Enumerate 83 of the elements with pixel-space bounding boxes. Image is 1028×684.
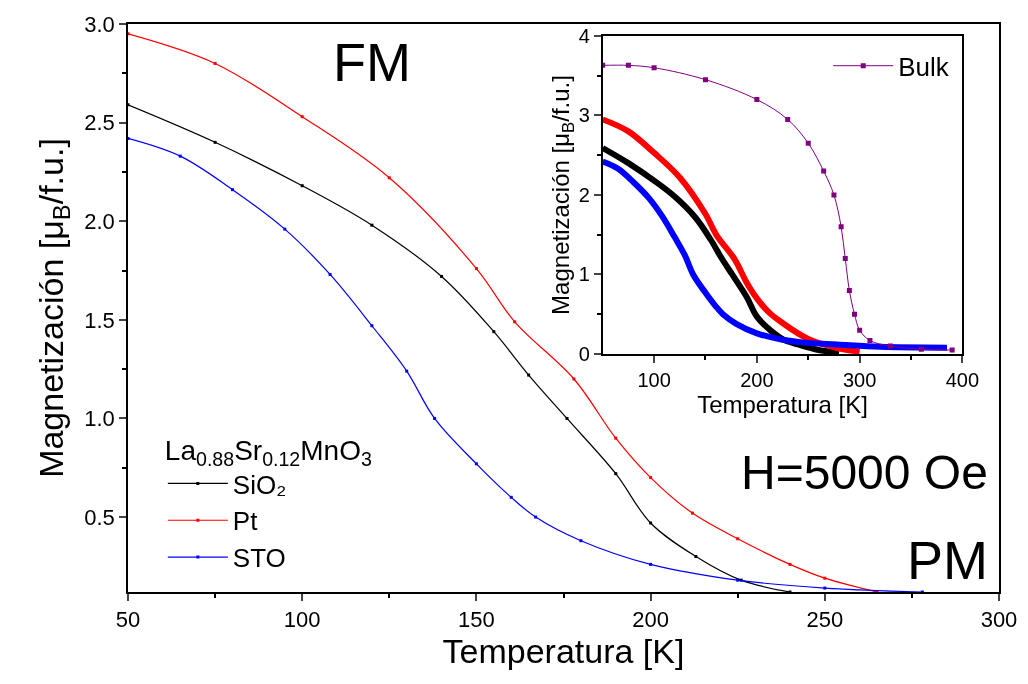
point bbox=[534, 515, 538, 519]
point bbox=[838, 224, 844, 230]
legend-label: SiO₂ bbox=[232, 469, 287, 500]
point bbox=[918, 346, 924, 352]
point bbox=[492, 330, 496, 334]
x-tick-label: 150 bbox=[458, 607, 495, 633]
x-tick-label: 200 bbox=[632, 607, 669, 633]
legend-label: Pt bbox=[232, 506, 259, 537]
point bbox=[565, 416, 569, 420]
point bbox=[823, 576, 827, 580]
x-tick-label: 250 bbox=[806, 607, 844, 633]
point bbox=[527, 373, 531, 377]
point bbox=[846, 287, 852, 293]
x-tick-label: 300 bbox=[842, 368, 877, 391]
point bbox=[474, 267, 478, 271]
point bbox=[300, 115, 304, 119]
point bbox=[842, 256, 848, 262]
point bbox=[690, 511, 694, 515]
point bbox=[736, 537, 740, 541]
y-tick-label: 4 bbox=[578, 24, 590, 47]
point bbox=[433, 416, 437, 420]
x-tick-label: 100 bbox=[637, 368, 671, 391]
x-axis-title: Temperatura [K] bbox=[697, 390, 868, 418]
point bbox=[702, 77, 708, 83]
y-tick-label: 3.0 bbox=[84, 11, 115, 37]
point bbox=[579, 539, 583, 543]
point bbox=[649, 562, 653, 566]
point bbox=[474, 462, 478, 466]
y-tick-label: 1.5 bbox=[84, 307, 115, 333]
legend-label: STO bbox=[232, 543, 286, 574]
point bbox=[231, 188, 235, 192]
point bbox=[805, 140, 811, 146]
point bbox=[614, 436, 618, 440]
point bbox=[788, 562, 792, 566]
point bbox=[857, 327, 863, 333]
x-tick-label: 100 bbox=[283, 607, 321, 633]
legend-title: La$_{0.88}$Sr$_{0.12}$MnO$_{3}$ bbox=[164, 435, 372, 470]
annotation: H=5000 Oe bbox=[741, 446, 988, 499]
point bbox=[405, 369, 409, 373]
point bbox=[887, 343, 893, 349]
point bbox=[625, 62, 631, 68]
point bbox=[213, 140, 217, 144]
annotation: PM bbox=[907, 530, 988, 590]
point bbox=[387, 176, 391, 180]
point bbox=[213, 61, 217, 65]
y-tick-label: 2.5 bbox=[84, 110, 115, 136]
point bbox=[694, 555, 698, 558]
point bbox=[867, 337, 873, 343]
point bbox=[614, 472, 618, 476]
x-tick-label: 50 bbox=[115, 607, 141, 633]
point bbox=[370, 324, 374, 328]
y-tick-label: 0 bbox=[578, 343, 590, 366]
x-tick-label: 300 bbox=[980, 607, 1018, 633]
legend-label: Bulk bbox=[898, 51, 950, 82]
annotation: FM bbox=[333, 32, 411, 92]
point bbox=[370, 223, 374, 227]
x-tick-label: 200 bbox=[740, 368, 774, 391]
point bbox=[785, 116, 791, 122]
point bbox=[649, 521, 653, 525]
point bbox=[178, 154, 182, 158]
y-tick-label: 3 bbox=[578, 104, 590, 127]
point bbox=[513, 320, 517, 324]
y-tick-label: 0.5 bbox=[84, 504, 115, 530]
y-tick-label: 1.0 bbox=[84, 406, 115, 432]
point bbox=[651, 65, 657, 71]
x-axis-title: Temperatura [K] bbox=[442, 632, 685, 671]
y-tick-label: 1 bbox=[578, 263, 590, 286]
y-tick-label: 2 bbox=[578, 183, 590, 206]
point bbox=[949, 347, 955, 353]
point bbox=[831, 192, 837, 198]
x-tick-label: 400 bbox=[945, 368, 980, 391]
point bbox=[852, 311, 858, 317]
point bbox=[649, 476, 653, 480]
point bbox=[823, 586, 827, 590]
point bbox=[300, 184, 304, 188]
point bbox=[283, 227, 287, 231]
point bbox=[821, 168, 827, 174]
y-tick-label: 2.0 bbox=[84, 208, 115, 234]
point bbox=[440, 274, 444, 278]
point bbox=[509, 495, 513, 499]
point bbox=[328, 272, 332, 276]
point bbox=[572, 377, 576, 381]
point bbox=[754, 97, 760, 103]
